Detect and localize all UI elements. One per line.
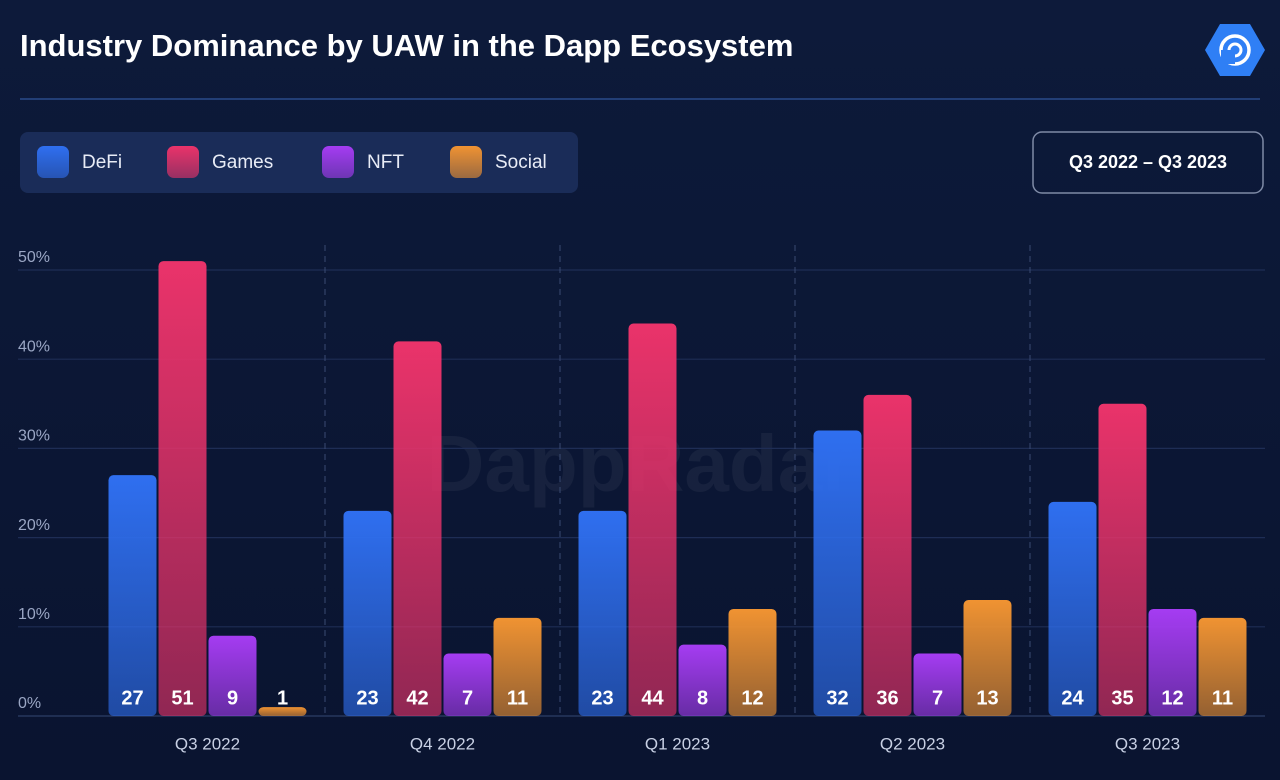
bar xyxy=(678,644,727,716)
data-label: 12 xyxy=(741,687,763,709)
data-label: 11 xyxy=(1212,687,1233,709)
data-label: 7 xyxy=(932,687,943,709)
data-label: 23 xyxy=(356,687,378,709)
bar xyxy=(208,635,257,716)
chart-title: Industry Dominance by UAW in the Dapp Ec… xyxy=(20,28,793,63)
bar xyxy=(343,510,392,716)
logo xyxy=(1205,24,1265,76)
y-tick-label: 10% xyxy=(18,606,50,623)
data-label: 51 xyxy=(171,687,193,709)
legend-label: Social xyxy=(495,152,547,173)
bar xyxy=(1148,608,1197,716)
bar xyxy=(813,430,862,716)
data-label: 12 xyxy=(1161,687,1183,709)
period-box xyxy=(1032,131,1264,194)
bar xyxy=(443,653,492,716)
bar xyxy=(728,608,777,716)
x-tick-label: Q1 2023 xyxy=(645,734,710,753)
legend-label: NFT xyxy=(367,152,404,173)
y-tick-label: 40% xyxy=(18,338,50,355)
y-tick-label: 30% xyxy=(18,428,50,445)
data-label: 44 xyxy=(641,687,664,709)
bar xyxy=(158,261,207,716)
legend-box xyxy=(20,132,578,193)
bar xyxy=(1098,403,1147,716)
bar xyxy=(108,475,157,716)
bar xyxy=(863,394,912,716)
data-label: 32 xyxy=(826,687,848,709)
legend-label: DeFi xyxy=(82,152,122,173)
y-tick-label: 50% xyxy=(18,249,50,266)
period-label: Q3 2022 – Q3 2023 xyxy=(1069,152,1227,172)
legend-swatch xyxy=(167,146,199,178)
bar xyxy=(1048,501,1097,716)
legend-swatch xyxy=(450,146,482,178)
data-label: 1 xyxy=(277,687,288,709)
data-label: 24 xyxy=(1061,687,1084,709)
x-tick-label: Q3 2022 xyxy=(175,734,240,753)
data-label: 7 xyxy=(462,687,473,709)
data-label: 11 xyxy=(507,687,528,709)
y-tick-label: 20% xyxy=(18,517,50,534)
bar xyxy=(493,617,542,716)
bar xyxy=(963,600,1012,716)
y-tick-label: 0% xyxy=(18,695,41,712)
data-label: 23 xyxy=(591,687,613,709)
bar xyxy=(913,653,962,716)
x-tick-label: Q2 2023 xyxy=(880,734,945,753)
x-tick-label: Q4 2022 xyxy=(410,734,475,753)
legend-swatch xyxy=(322,146,354,178)
data-label: 13 xyxy=(976,687,998,709)
data-label: 9 xyxy=(227,687,238,709)
x-tick-label: Q3 2023 xyxy=(1115,734,1180,753)
bar xyxy=(1198,617,1247,716)
bar xyxy=(258,707,307,716)
legend-swatch xyxy=(37,146,69,178)
legend-label: Games xyxy=(212,152,273,173)
data-label: 35 xyxy=(1111,687,1133,709)
data-label: 36 xyxy=(876,687,898,709)
bar xyxy=(393,341,442,716)
data-label: 27 xyxy=(121,687,143,709)
bar xyxy=(578,510,627,716)
data-label: 42 xyxy=(406,687,428,709)
bar xyxy=(628,323,677,716)
data-label: 8 xyxy=(697,687,708,709)
